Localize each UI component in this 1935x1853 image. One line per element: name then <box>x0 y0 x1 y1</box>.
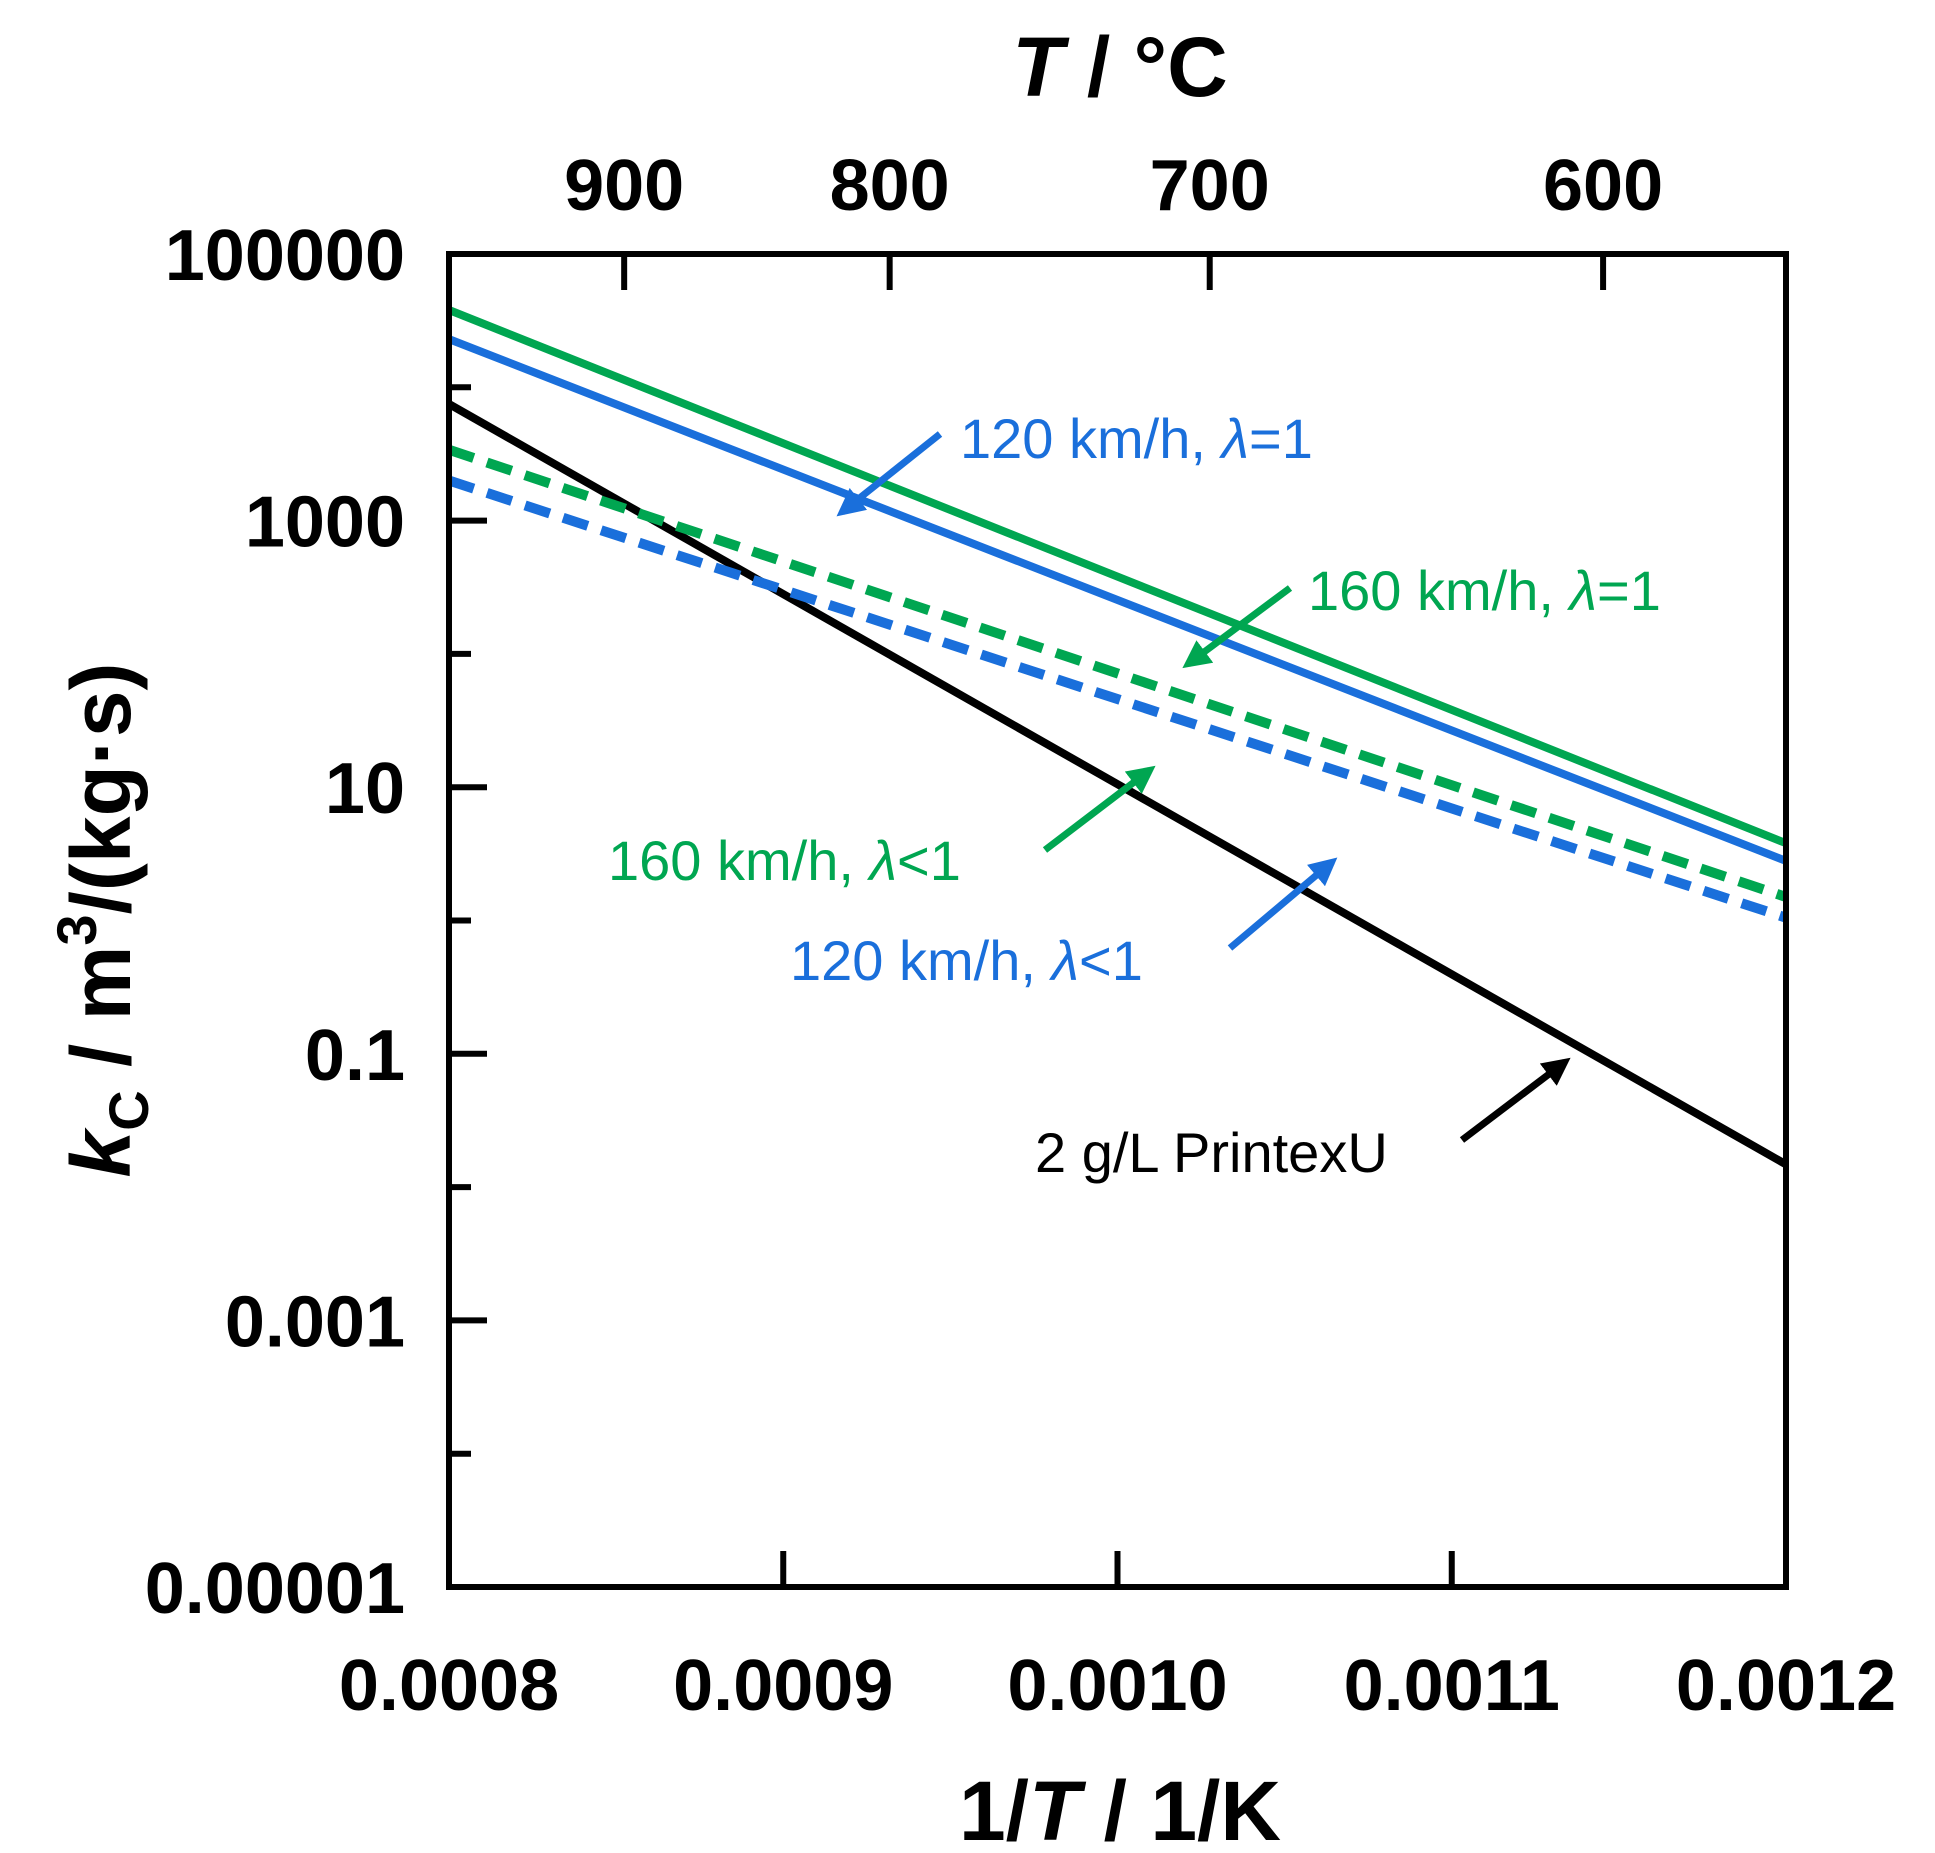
annotation-120-lambda-lt1: 120 km/h, λ<1 <box>790 929 1143 992</box>
top-tick-label: 600 <box>1543 146 1663 226</box>
series-line-1 <box>447 335 1788 865</box>
top-axis-title: T / °C <box>1012 20 1228 114</box>
series-line-4 <box>447 475 1788 923</box>
arrow-printexu <box>1459 1057 1571 1143</box>
x-axis-title: 1/T / 1/K <box>959 1764 1281 1853</box>
series-layer <box>447 306 1788 1168</box>
x-tick-label: 0.0011 <box>1344 1646 1560 1726</box>
annotation-120-lambda-1: 120 km/h, λ=1 <box>960 407 1313 470</box>
y-tick-label: 10 <box>325 749 405 829</box>
y-tick-label: 0.1 <box>305 1016 405 1096</box>
y-tick-label: 0.001 <box>225 1282 405 1362</box>
arrow-160-lambda-lt1 <box>1042 765 1156 853</box>
plot-frame <box>446 251 1789 1590</box>
x-tick-label: 0.0010 <box>1007 1646 1227 1726</box>
top-tick-label: 900 <box>564 146 684 226</box>
top-tick-label: 800 <box>830 146 950 226</box>
y-tick-label: 0.00001 <box>145 1549 405 1629</box>
arrow-120-lambda-1 <box>836 431 943 517</box>
y-tick-label: 100000 <box>165 216 405 296</box>
tick-layer: 0.0008 0.0009 0.0010 0.0011 0.0012 900 800 700 6… <box>145 146 1896 1726</box>
x-tick-label: 0.0012 <box>1676 1646 1896 1726</box>
annotation-printexu: 2 g/L PrintexU <box>1035 1121 1388 1184</box>
arrow-160-lambda-1 <box>1182 585 1293 669</box>
x-tick-label: 0.0008 <box>339 1646 559 1726</box>
annotation-160-lambda-1: 160 km/h, λ=1 <box>1308 559 1661 622</box>
annotation-160-lambda-lt1: 160 km/h, λ<1 <box>608 829 961 892</box>
series-line-0 <box>447 306 1788 847</box>
series-line-2 <box>447 400 1788 1168</box>
y-axis-title: kC / m3/(kg·s) <box>45 662 160 1177</box>
series-line-3 <box>447 445 1788 902</box>
arrow-120-lambda-lt1 <box>1227 857 1338 951</box>
y-tick-label: 1000 <box>245 483 405 563</box>
top-tick-label: 700 <box>1150 146 1270 226</box>
x-tick-label: 0.0009 <box>673 1646 893 1726</box>
